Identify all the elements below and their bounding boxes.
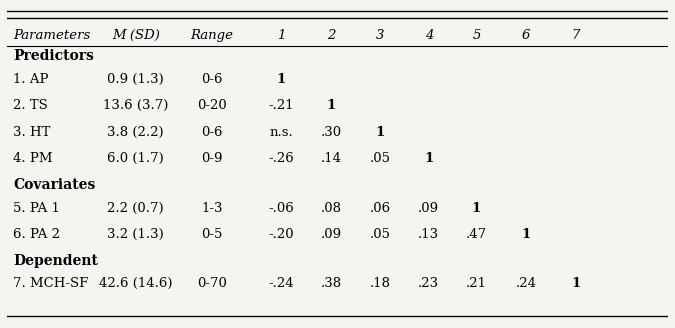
Text: 6: 6 [522,29,531,42]
Text: 3: 3 [376,29,385,42]
Text: 0-70: 0-70 [197,277,227,290]
Text: 1: 1 [472,201,481,215]
Text: 1: 1 [571,277,580,290]
Text: 7. MCH-SF: 7. MCH-SF [14,277,88,290]
Text: 3.2 (1.3): 3.2 (1.3) [107,228,164,241]
Text: 6.0 (1.7): 6.0 (1.7) [107,152,164,165]
Text: .06: .06 [370,201,391,215]
Text: 3.8 (2.2): 3.8 (2.2) [107,126,164,139]
Text: .24: .24 [516,277,537,290]
Text: 13.6 (3.7): 13.6 (3.7) [103,99,169,112]
Text: Dependent: Dependent [14,254,99,268]
Text: 2. TS: 2. TS [14,99,48,112]
Text: 0-5: 0-5 [201,228,223,241]
Text: .30: .30 [321,126,342,139]
Text: .21: .21 [466,277,487,290]
Text: 4: 4 [425,29,433,42]
Text: .09: .09 [321,228,342,241]
Text: 1. AP: 1. AP [14,73,49,86]
Text: -.21: -.21 [269,99,294,112]
Text: 0-20: 0-20 [197,99,227,112]
Text: -.06: -.06 [269,201,294,215]
Text: 1: 1 [424,152,433,165]
Text: 0.9 (1.3): 0.9 (1.3) [107,73,164,86]
Text: .18: .18 [370,277,391,290]
Text: .08: .08 [321,201,342,215]
Text: .38: .38 [321,277,342,290]
Text: -.24: -.24 [269,277,294,290]
Text: .05: .05 [370,152,391,165]
Text: 0-9: 0-9 [201,152,223,165]
Text: 1: 1 [376,126,385,139]
Text: M (SD): M (SD) [112,29,160,42]
Text: 1: 1 [277,73,286,86]
Text: Predictors: Predictors [14,49,94,63]
Text: -.26: -.26 [269,152,294,165]
Text: 1-3: 1-3 [201,201,223,215]
Text: .47: .47 [466,228,487,241]
Text: -.20: -.20 [269,228,294,241]
Text: 42.6 (14.6): 42.6 (14.6) [99,277,173,290]
Text: Covariates: Covariates [14,178,96,192]
Text: .13: .13 [418,228,439,241]
Text: 6. PA 2: 6. PA 2 [14,228,60,241]
Text: 7: 7 [572,29,580,42]
Text: 5. PA 1: 5. PA 1 [14,201,60,215]
Text: n.s.: n.s. [269,126,293,139]
Text: .23: .23 [418,277,439,290]
Text: 1: 1 [521,228,531,241]
Text: 0-6: 0-6 [201,73,223,86]
Text: 4. PM: 4. PM [14,152,53,165]
Text: Parameters: Parameters [14,29,90,42]
Text: 0-6: 0-6 [201,126,223,139]
Text: Range: Range [190,29,234,42]
Text: .05: .05 [370,228,391,241]
Text: 3. HT: 3. HT [14,126,51,139]
Text: 2: 2 [327,29,335,42]
Text: .14: .14 [321,152,342,165]
Text: 5: 5 [472,29,481,42]
Text: 1: 1 [277,29,286,42]
Text: 1: 1 [326,99,335,112]
Text: .09: .09 [418,201,439,215]
Text: 2.2 (0.7): 2.2 (0.7) [107,201,164,215]
